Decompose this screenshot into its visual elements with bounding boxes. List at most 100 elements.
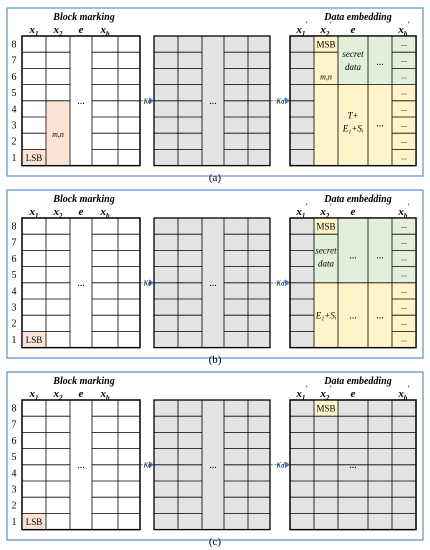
- right-header-2: x2': [319, 202, 332, 220]
- row-number: 1: [12, 517, 17, 528]
- right-header-4: xb': [397, 202, 410, 220]
- block-marking-title: Block marking: [52, 12, 114, 23]
- key-arrow-left-label: Ke: [143, 97, 152, 105]
- secret-data-cell: [338, 36, 416, 85]
- left-grid: x1 x2 e xb 8 7 6 5 4 3 2 1 LSB m,n...: [12, 24, 141, 167]
- row-number: 3: [12, 485, 17, 496]
- right-grid-border: [289, 35, 417, 167]
- key-arrow-right-label: Kd: [275, 279, 285, 287]
- left-dots: ...: [77, 460, 85, 471]
- key-arrow-right-head: [285, 279, 290, 287]
- left-header-4: xb: [100, 24, 111, 38]
- right-header-3: e: [351, 206, 356, 218]
- lsb-label: LSB: [26, 335, 43, 345]
- left-grid: x1 x2 e xb 8 7 6 5 4 3 2 1 LSB...: [12, 388, 141, 531]
- row-number: 4: [12, 286, 17, 297]
- right-grid: x1' x2' e xb' MSB...: [289, 384, 417, 531]
- last-col-dots: ...: [401, 253, 407, 262]
- panel-border: [6, 7, 424, 177]
- panel-border: [6, 189, 424, 359]
- last-col-dots: ...: [401, 237, 407, 246]
- right-grid-border: [289, 217, 417, 349]
- secret-data-top: [338, 218, 416, 235]
- panel-caption: (a): [209, 172, 222, 184]
- right-header-2: x2': [319, 384, 332, 402]
- left-grid-border: [21, 35, 141, 167]
- left-header-3: e: [79, 206, 84, 218]
- lsb-cell: [22, 149, 46, 166]
- right-dots-2: ...: [349, 310, 357, 321]
- row-number: 8: [12, 404, 17, 415]
- right-header-3: e: [351, 388, 356, 400]
- right-header-1: x1': [295, 384, 308, 402]
- last-col-dots: ...: [401, 221, 407, 230]
- data-embedding-title: Data embedding: [323, 12, 392, 23]
- secret-label-1: secret: [342, 49, 364, 59]
- right-dots-2: ...: [376, 119, 384, 130]
- row-number: 1: [12, 153, 17, 164]
- block-marking-title: Block marking: [52, 194, 114, 205]
- middle-grid: ...: [153, 399, 271, 531]
- row-number: 2: [12, 501, 17, 512]
- key-arrow-right-head: [285, 97, 290, 105]
- middle-grid: ...: [153, 217, 271, 349]
- left-header-1: x1: [29, 24, 39, 38]
- left-header-4: xb: [100, 388, 111, 402]
- mn-left-label: m,n: [52, 130, 64, 139]
- middle-dots: ...: [209, 96, 217, 107]
- last-col-dots: ...: [401, 55, 407, 64]
- data-embedding-title: Data embedding: [323, 376, 392, 387]
- panel-border: [6, 371, 424, 541]
- row-number: 2: [12, 137, 17, 148]
- msb-cell: [314, 218, 338, 235]
- row-number: 1: [12, 335, 17, 346]
- msb-cell: [314, 36, 338, 53]
- msb-label: MSB: [316, 40, 335, 50]
- row-number: 7: [12, 238, 17, 249]
- row-number: 6: [12, 436, 17, 447]
- left-header-3: e: [79, 24, 84, 36]
- key-arrow-right-label: Kd: [275, 97, 285, 105]
- left-header-2: x2: [53, 206, 64, 220]
- left-header-1: x1: [29, 388, 39, 402]
- block-marking-title: Block marking: [52, 376, 114, 387]
- last-col-dots: ...: [401, 120, 407, 129]
- secret-label-1: secret: [315, 246, 337, 256]
- last-col-dots: ...: [401, 318, 407, 327]
- row-number: 6: [12, 254, 17, 265]
- msb-label: MSB: [316, 222, 335, 232]
- lsb-label: LSB: [26, 517, 43, 527]
- left-header-2: x2: [53, 24, 64, 38]
- panel-caption: (c): [209, 536, 222, 548]
- secret-label-2: data: [345, 62, 362, 72]
- right-grid-border: [289, 399, 417, 531]
- panel-a: Block marking Data embedding x1 x2 e xb 8 7 6 5 4 3…: [6, 7, 424, 177]
- last-col-dots: ...: [401, 302, 407, 311]
- formula-cell: [314, 84, 416, 166]
- lsb-cell: [22, 331, 46, 348]
- msb-cell: [314, 400, 338, 417]
- row-number: 8: [12, 40, 17, 51]
- right-header-3: e: [351, 24, 356, 36]
- last-col-dots: ...: [401, 136, 407, 145]
- last-col-dots: ...: [401, 39, 407, 48]
- mn-right-label: m,n: [320, 73, 332, 82]
- left-header-3: e: [79, 388, 84, 400]
- right-dots: ...: [376, 57, 384, 68]
- left-grid-border: [21, 399, 141, 531]
- panel-caption: (b): [209, 354, 222, 366]
- mn-left-cell: [46, 100, 70, 166]
- last-col-dots: ...: [401, 152, 407, 161]
- row-number: 5: [12, 88, 17, 99]
- left-dots: ...: [77, 278, 85, 289]
- right-header-1: x1': [295, 202, 308, 220]
- secret-data-cell: [314, 234, 416, 283]
- data-embedding-title: Data embedding: [323, 194, 392, 205]
- lsb-label: LSB: [26, 153, 43, 163]
- key-arrow-right-label: Kd: [275, 461, 285, 469]
- row-number: 7: [12, 56, 17, 67]
- middle-dots: ...: [209, 460, 217, 471]
- left-dots: ...: [77, 96, 85, 107]
- key-arrow-left-label: Ke: [143, 279, 152, 287]
